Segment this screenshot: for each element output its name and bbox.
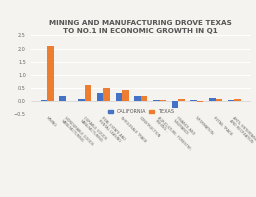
- Bar: [103, 88, 110, 101]
- Bar: [134, 96, 141, 101]
- Bar: [59, 96, 66, 101]
- Bar: [172, 101, 178, 109]
- Bar: [115, 93, 122, 101]
- Bar: [234, 99, 241, 101]
- Bar: [216, 99, 222, 101]
- Bar: [159, 100, 166, 101]
- Legend: CALIFORNIA, TEXAS: CALIFORNIA, TEXAS: [106, 108, 175, 116]
- Bar: [122, 90, 129, 101]
- Title: MINING AND MANUFACTURING DROVE TEXAS
TO NO.1 IN ECONOMIC GROWTH IN Q1: MINING AND MANUFACTURING DROVE TEXAS TO …: [49, 20, 232, 34]
- Bar: [78, 99, 85, 101]
- Bar: [178, 99, 185, 101]
- Bar: [47, 46, 54, 101]
- Bar: [97, 93, 103, 101]
- Bar: [209, 98, 216, 101]
- Bar: [85, 85, 91, 101]
- Bar: [141, 96, 147, 101]
- Bar: [197, 101, 204, 102]
- Bar: [228, 100, 234, 101]
- Bar: [190, 100, 197, 101]
- Bar: [41, 100, 47, 101]
- Bar: [153, 100, 159, 101]
